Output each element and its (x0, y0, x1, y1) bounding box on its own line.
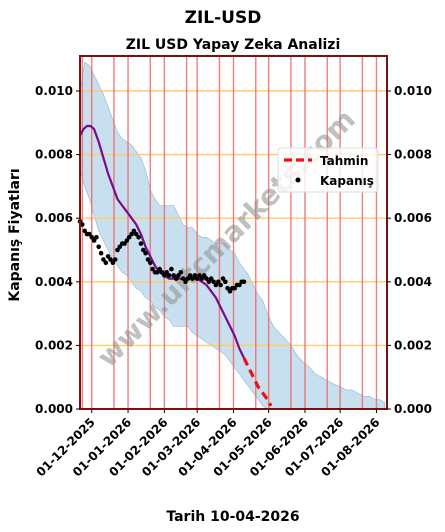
close-point (133, 231, 139, 237)
close-point (164, 270, 169, 275)
close-point (143, 250, 148, 256)
close-point (131, 228, 137, 234)
close-point (98, 250, 104, 256)
close-point (157, 266, 162, 272)
close-point (169, 266, 174, 272)
close-point (112, 257, 118, 262)
close-point (176, 273, 181, 278)
close-point (225, 285, 230, 291)
close-point (82, 228, 87, 234)
y-tick-label-left: 0.008 (35, 148, 73, 162)
close-point (80, 222, 85, 227)
series-trend-line (79, 124, 245, 359)
y-tick-label-right: 0.000 (394, 402, 432, 416)
series-forecast-line (242, 357, 273, 407)
close-point (199, 276, 205, 281)
close-point (124, 238, 130, 243)
close-point (105, 254, 111, 259)
close-point (101, 257, 106, 262)
y-tick-label-right: 0.006 (394, 211, 432, 225)
y-tick-label-right: 0.010 (394, 84, 432, 98)
close-point (218, 282, 223, 288)
legend-label-close: Kapanış (320, 174, 374, 188)
close-point (213, 282, 219, 288)
close-point (216, 279, 221, 285)
close-point (87, 231, 92, 237)
close-point (180, 276, 186, 281)
close-point (115, 247, 120, 253)
close-point (171, 273, 176, 278)
close-point (138, 241, 144, 246)
close-point (148, 260, 153, 266)
close-point (241, 279, 247, 285)
close-point (117, 244, 123, 250)
close-point (220, 276, 226, 281)
chart-title: ZIL-USD (185, 8, 262, 28)
legend-label-forecast: Tahmin (320, 154, 368, 168)
close-point (103, 260, 109, 266)
y-tick-label-left: 0.006 (35, 211, 73, 225)
close-point (178, 270, 184, 275)
close-point (173, 276, 179, 281)
close-point (185, 276, 191, 281)
close-point (108, 257, 113, 262)
x-axis-label: Tarih 10-04-2026 (166, 509, 299, 525)
close-point (96, 244, 101, 250)
close-point (204, 276, 209, 281)
close-point (141, 247, 146, 253)
close-point (126, 235, 132, 240)
close-point (190, 276, 195, 281)
close-point (201, 273, 207, 278)
close-point (208, 276, 214, 281)
close-point (129, 231, 134, 237)
close-point (194, 276, 200, 281)
close-point (94, 235, 99, 240)
close-point (155, 270, 160, 275)
y-tick-label-left: 0.000 (35, 402, 73, 416)
y-tick-label-right: 0.008 (394, 148, 432, 162)
y-axis-label: Kapanış Fiyatları (7, 168, 23, 301)
y-tick-label-left: 0.004 (35, 275, 73, 289)
close-point (183, 279, 188, 285)
close-point (197, 273, 202, 278)
close-point (91, 238, 97, 243)
y-tick-label-left: 0.010 (35, 84, 73, 98)
close-point (166, 273, 172, 278)
close-point (145, 257, 151, 262)
close-point (187, 273, 193, 278)
chart-subtitle: ZIL USD Yapay Zeka Analizi (126, 37, 341, 53)
y-tick-label-right: 0.004 (394, 275, 432, 289)
close-point (192, 273, 198, 278)
y-tick-label-right: 0.002 (394, 338, 432, 352)
close-point (206, 279, 212, 285)
close-point (110, 260, 116, 266)
close-point (136, 235, 141, 240)
close-point (159, 270, 165, 275)
close-point (223, 279, 228, 285)
close-point (211, 279, 216, 285)
y-tick-label-left: 0.002 (35, 338, 73, 352)
close-point (150, 266, 155, 272)
close-point (232, 285, 237, 291)
close-point (89, 235, 94, 240)
legend-swatch-close (295, 177, 301, 183)
close-point (122, 241, 127, 246)
close-point (237, 282, 242, 288)
